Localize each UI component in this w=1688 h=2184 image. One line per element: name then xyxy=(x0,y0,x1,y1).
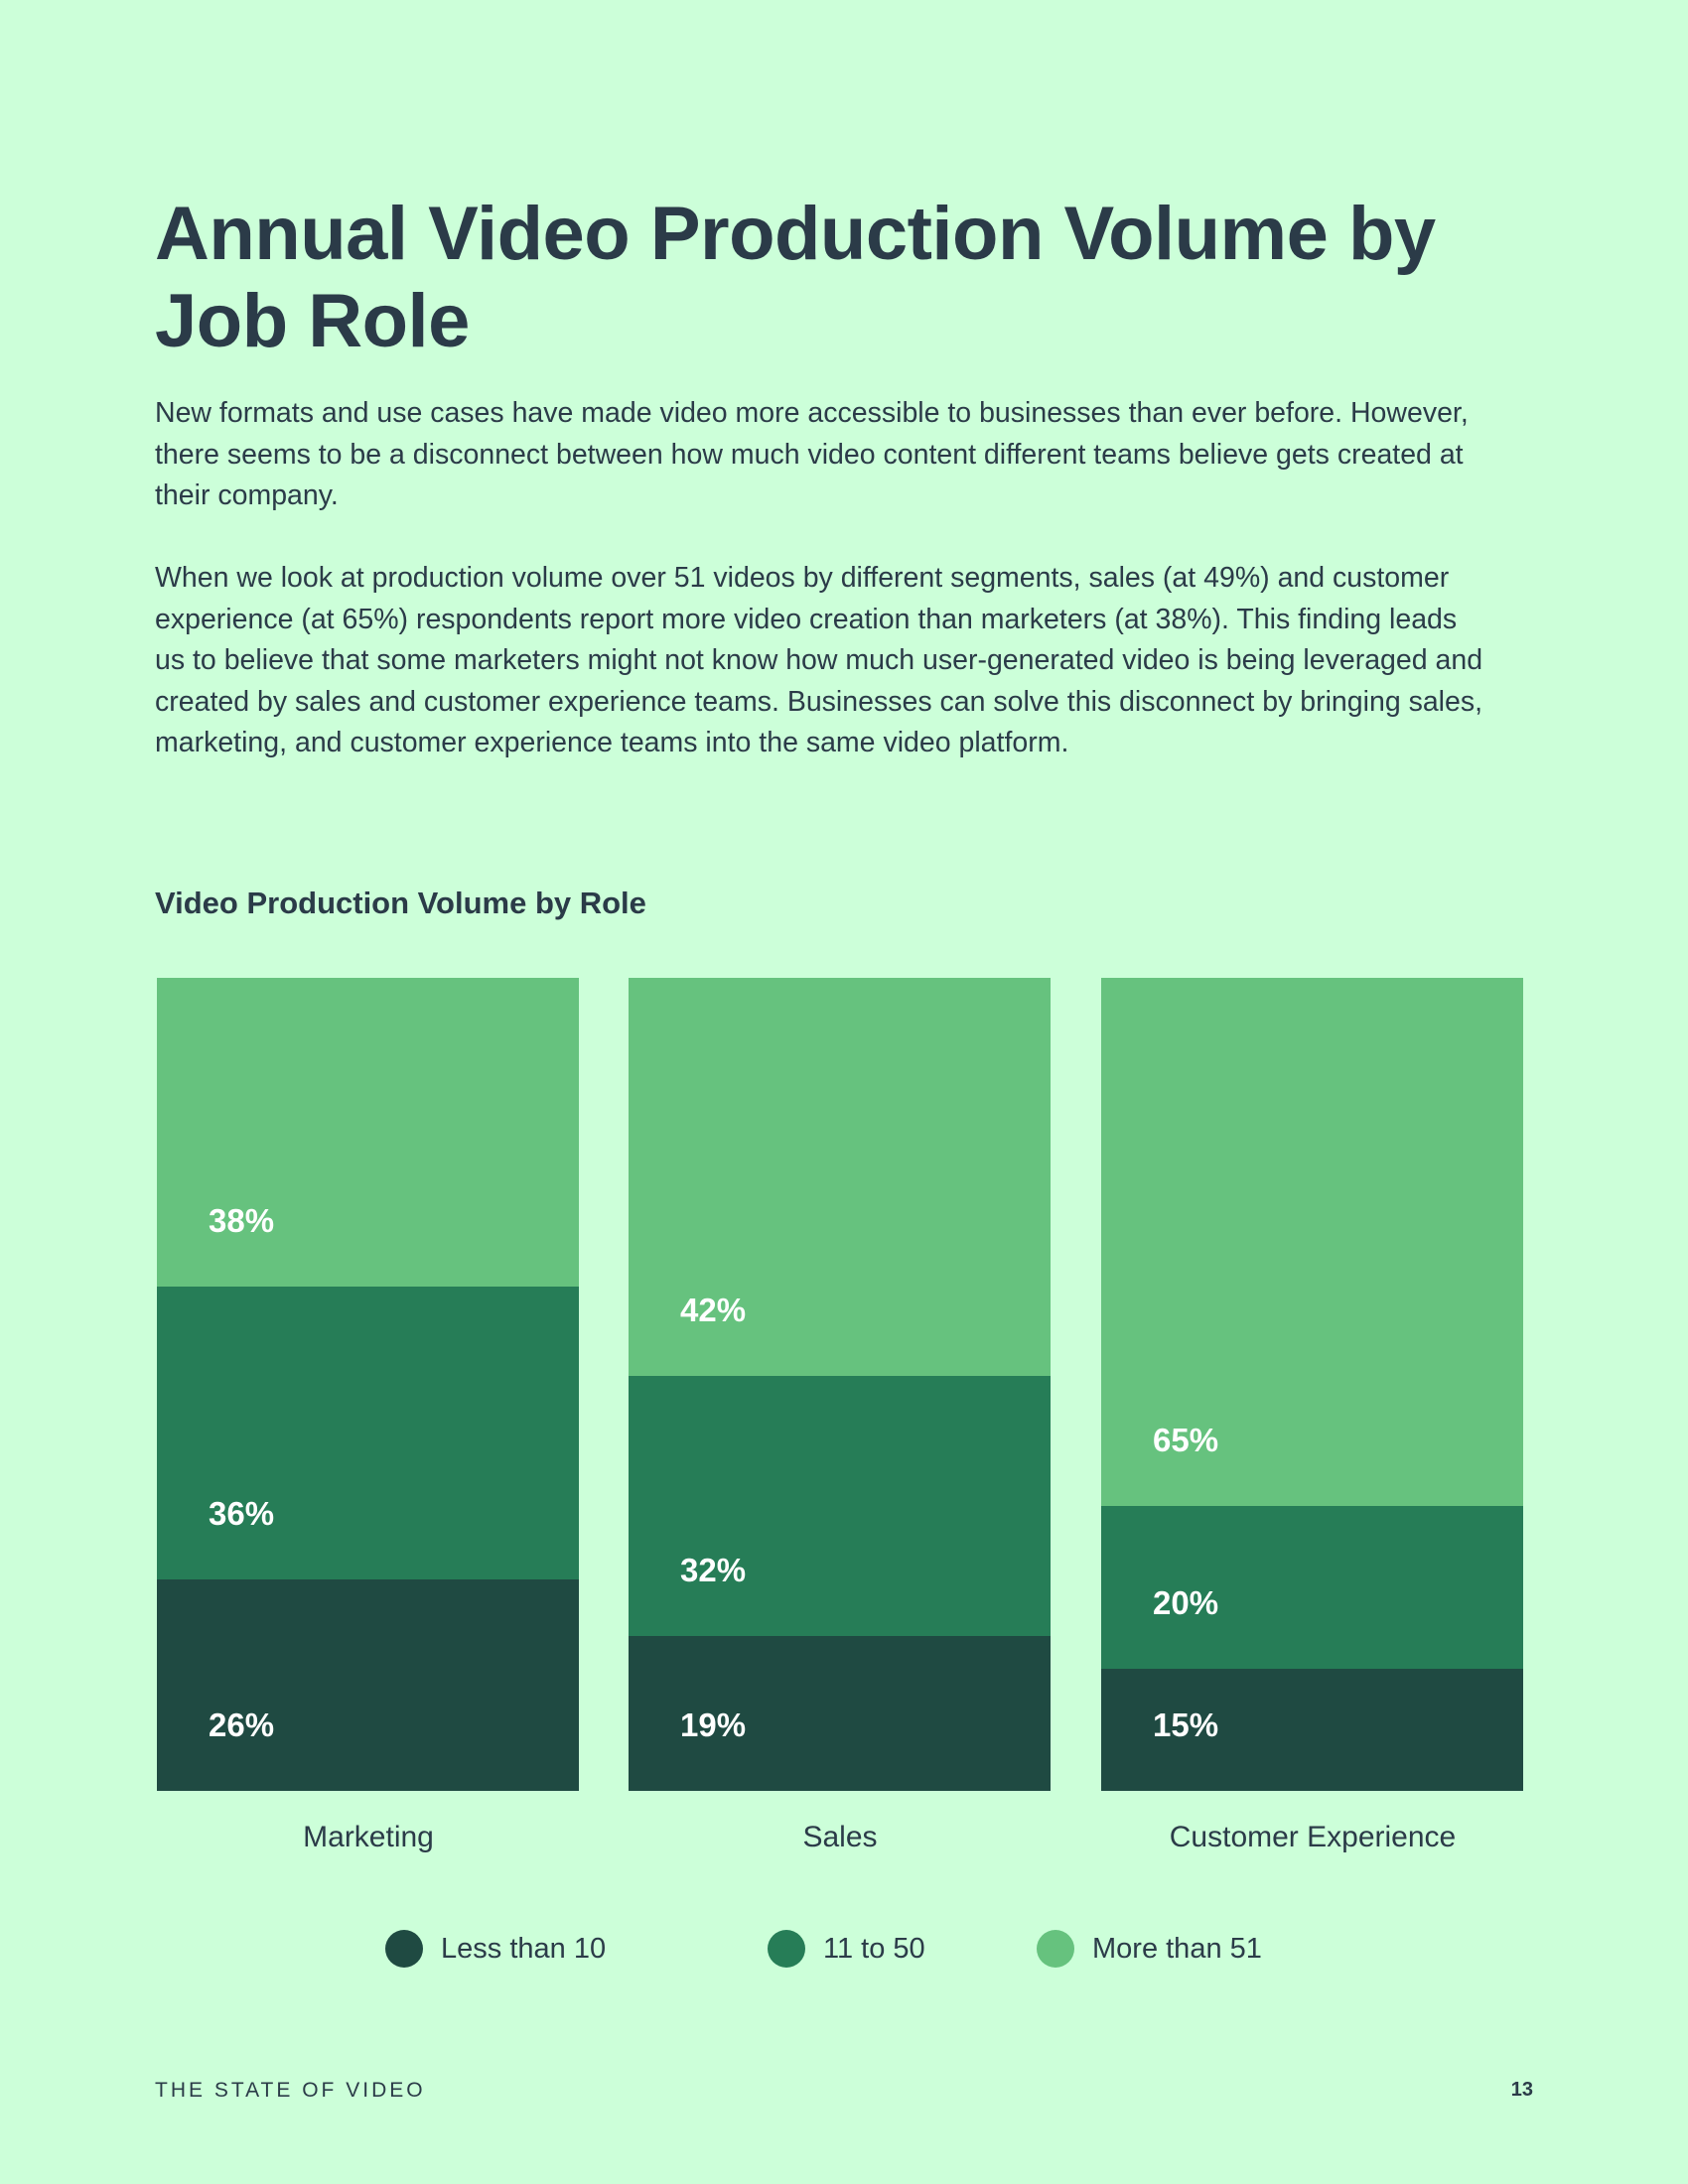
category-label: Sales xyxy=(802,1821,878,1853)
legend-label: 11 to 50 xyxy=(823,1932,925,1965)
data-label: 38% xyxy=(209,1202,275,1240)
legend-swatch-icon xyxy=(768,1930,805,1968)
intro-paragraph: New formats and use cases have made vide… xyxy=(155,397,1469,512)
bar-segment-marketing-2 xyxy=(157,978,579,1288)
data-label: 19% xyxy=(680,1706,747,1743)
category-label: Marketing xyxy=(303,1821,434,1853)
data-label: 15% xyxy=(1153,1706,1219,1743)
footer-publication-title: THE STATE OF VIDEO xyxy=(155,2079,426,2102)
legend-item: Less than 10 xyxy=(385,1929,606,1969)
data-label: 26% xyxy=(209,1706,275,1743)
data-label: 65% xyxy=(1153,1422,1219,1459)
legend-swatch-icon xyxy=(1037,1930,1074,1968)
page-number: 13 xyxy=(1510,2079,1533,2101)
legend-label: Less than 10 xyxy=(441,1932,607,1965)
legend-swatch-icon xyxy=(385,1930,423,1968)
bar-segment-customer-experience-0 xyxy=(1101,1669,1523,1791)
bar-segment-customer-experience-1 xyxy=(1101,1506,1523,1670)
data-label: 42% xyxy=(680,1292,747,1329)
bar-segment-sales-2 xyxy=(629,978,1051,1377)
chart-title: Video Production Volume by Role xyxy=(155,886,646,920)
data-label: 32% xyxy=(680,1552,747,1589)
category-label: Customer Experience xyxy=(1169,1821,1457,1853)
data-label: 36% xyxy=(209,1495,275,1533)
legend-item: More than 51 xyxy=(1037,1929,1262,1969)
finding-paragraph: When we look at production volume over 5… xyxy=(155,562,1483,759)
legend-label: More than 51 xyxy=(1092,1932,1262,1965)
bar-segment-customer-experience-2 xyxy=(1101,978,1523,1507)
bar-segment-sales-0 xyxy=(629,1636,1051,1791)
bar-segment-sales-1 xyxy=(629,1376,1051,1637)
bar-segment-marketing-0 xyxy=(157,1579,579,1791)
bar-segment-marketing-1 xyxy=(157,1287,579,1580)
data-label: 20% xyxy=(1153,1584,1219,1622)
legend-item: 11 to 50 xyxy=(768,1929,925,1969)
page-title: Annual Video Production Volume by Job Ro… xyxy=(155,192,1436,363)
